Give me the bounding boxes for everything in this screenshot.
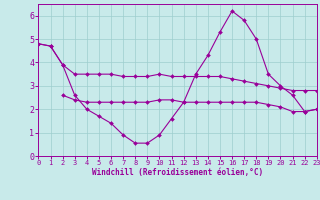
X-axis label: Windchill (Refroidissement éolien,°C): Windchill (Refroidissement éolien,°C)	[92, 168, 263, 177]
